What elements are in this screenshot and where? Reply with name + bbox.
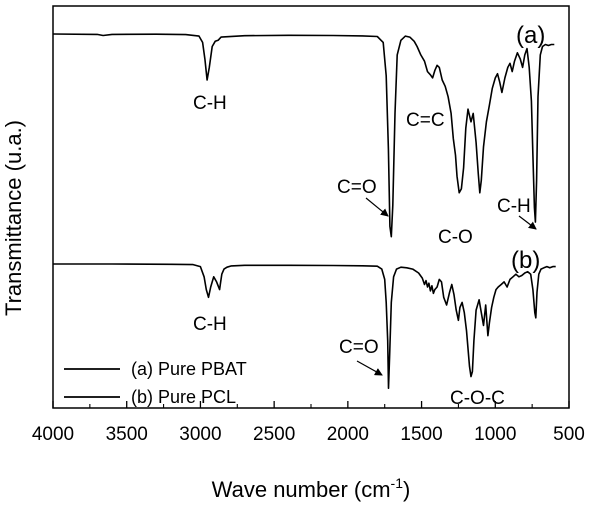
series-line-pcl	[53, 263, 556, 389]
x-axis-title-superscript: -1	[391, 475, 404, 491]
annotation-ch2-a: C-H	[497, 196, 531, 217]
x-ticks: 4000 3500 3000 2500 2000 1500 1000 500	[32, 401, 585, 445]
x-tick-label: 2000	[327, 424, 369, 445]
x-tick-label: 2500	[253, 424, 295, 445]
plot-frame	[52, 5, 570, 409]
series-line-pbat	[52, 33, 555, 238]
y-axis-title: Transmittance (u.a.)	[1, 120, 26, 316]
annotation-co-b: C=O	[339, 337, 379, 358]
arrow-ch2-a	[518, 215, 537, 230]
legend-label-b: (b) Pure PCL	[131, 387, 236, 407]
annotation-ch-b: C-H	[193, 314, 227, 335]
annotation-coc-b: C-O-C	[450, 388, 505, 409]
panel-label-b: (b)	[511, 247, 540, 274]
arrow-co-b	[356, 360, 383, 376]
x-tick-label: 3000	[179, 424, 221, 445]
x-tick-label: 3500	[106, 424, 148, 445]
x-tick-label: 1500	[400, 424, 442, 445]
x-axis-title: Wave number (cm-1)	[212, 475, 411, 502]
series-layer	[52, 33, 556, 389]
annotation-cc-a: C=C	[406, 110, 445, 131]
x-tick-label: 500	[553, 424, 585, 445]
annotation-c-o-a: C-O	[438, 227, 473, 248]
arrow-co-a	[365, 197, 389, 217]
annotation-co-a: C=O	[337, 177, 377, 198]
legend: (a) Pure PBAT (b) Pure PCL	[64, 359, 247, 407]
x-tick-label: 4000	[32, 424, 74, 445]
annotation-ch-a: C-H	[193, 93, 227, 114]
x-axis-title-end: )	[403, 477, 410, 502]
x-tick-label: 1000	[474, 424, 516, 445]
panel-label-a: (a)	[516, 22, 545, 49]
legend-label-a: (a) Pure PBAT	[131, 359, 247, 379]
x-axis-title-main: Wave number (cm	[212, 477, 391, 502]
